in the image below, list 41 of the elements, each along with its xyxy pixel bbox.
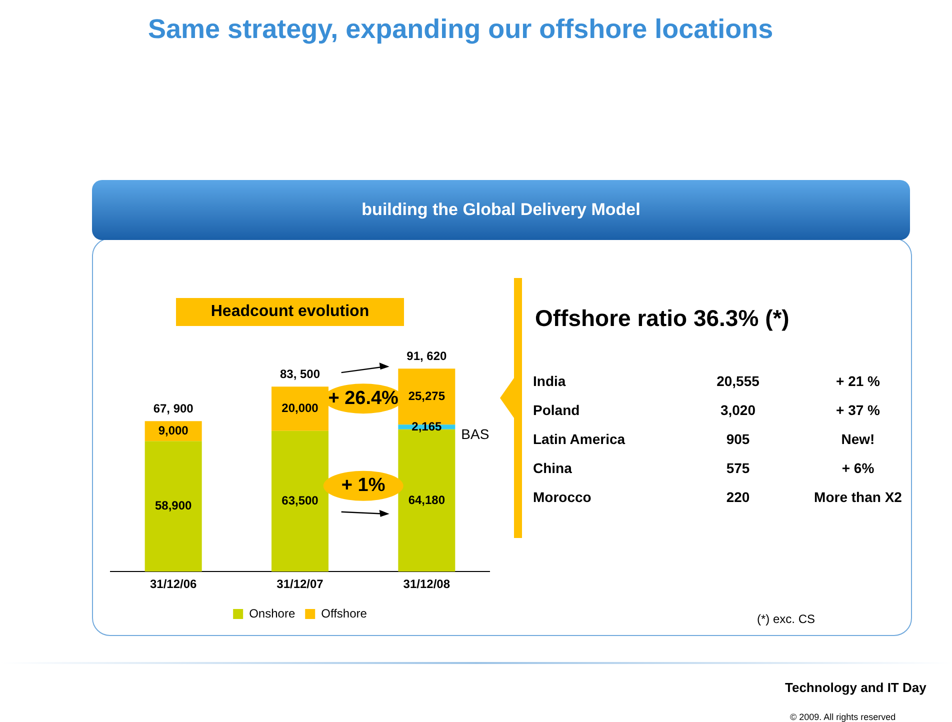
text: New! (840, 430, 876, 448)
total-label: 91, 620 (406, 348, 448, 363)
text: 905 (725, 430, 751, 448)
text: 220 (725, 488, 751, 506)
total-label: 83, 500 (280, 366, 320, 381)
x-tick-label: 31/12/06 (150, 577, 198, 592)
annotation: + 1% (341, 475, 386, 496)
total-label: 67, 900 (153, 401, 194, 416)
data-label: 64,180 (408, 492, 446, 507)
text: Morocco (533, 488, 592, 506)
annotation: + 26.4% (328, 388, 399, 409)
text: More than X2 (813, 488, 903, 506)
text: 20,555 (716, 372, 760, 390)
text: India (533, 372, 567, 390)
text: + 6% (840, 458, 876, 478)
text: (*) exc. CS (757, 612, 816, 626)
text: + 37 % (835, 400, 881, 420)
x-tick-label: 31/12/08 (403, 577, 450, 592)
text: Headcount evolution (176, 298, 404, 326)
bar (272, 430, 328, 572)
data-label: 63,500 (282, 494, 319, 508)
data-label: 20,000 (282, 401, 319, 416)
text: 3,020 (719, 400, 757, 420)
text: Technology and IT Day (785, 680, 926, 695)
legend-label: Offshore (321, 606, 368, 620)
text: China (533, 458, 573, 478)
data-label: 25,275 (408, 388, 446, 403)
legend-label: Onshore (249, 606, 296, 620)
text: Poland (533, 400, 581, 420)
data-label: 9,000 (158, 423, 189, 438)
data-label: 58,900 (154, 498, 192, 513)
text: Offshore ratio 36.3% (*) (535, 305, 790, 332)
chart-subtitle: building the Global Delivery Model (92, 180, 910, 240)
text: © 2009. All rights reserved (790, 712, 896, 722)
bar (144, 441, 202, 572)
text: 575 (725, 458, 751, 478)
text: Latin America (533, 430, 626, 448)
series-label: BAS (461, 426, 490, 442)
x-tick-label: 31/12/07 (276, 577, 324, 592)
chart-title: Same strategy, expanding our offshore locations (148, 14, 774, 45)
text: + 21 % (835, 372, 881, 390)
